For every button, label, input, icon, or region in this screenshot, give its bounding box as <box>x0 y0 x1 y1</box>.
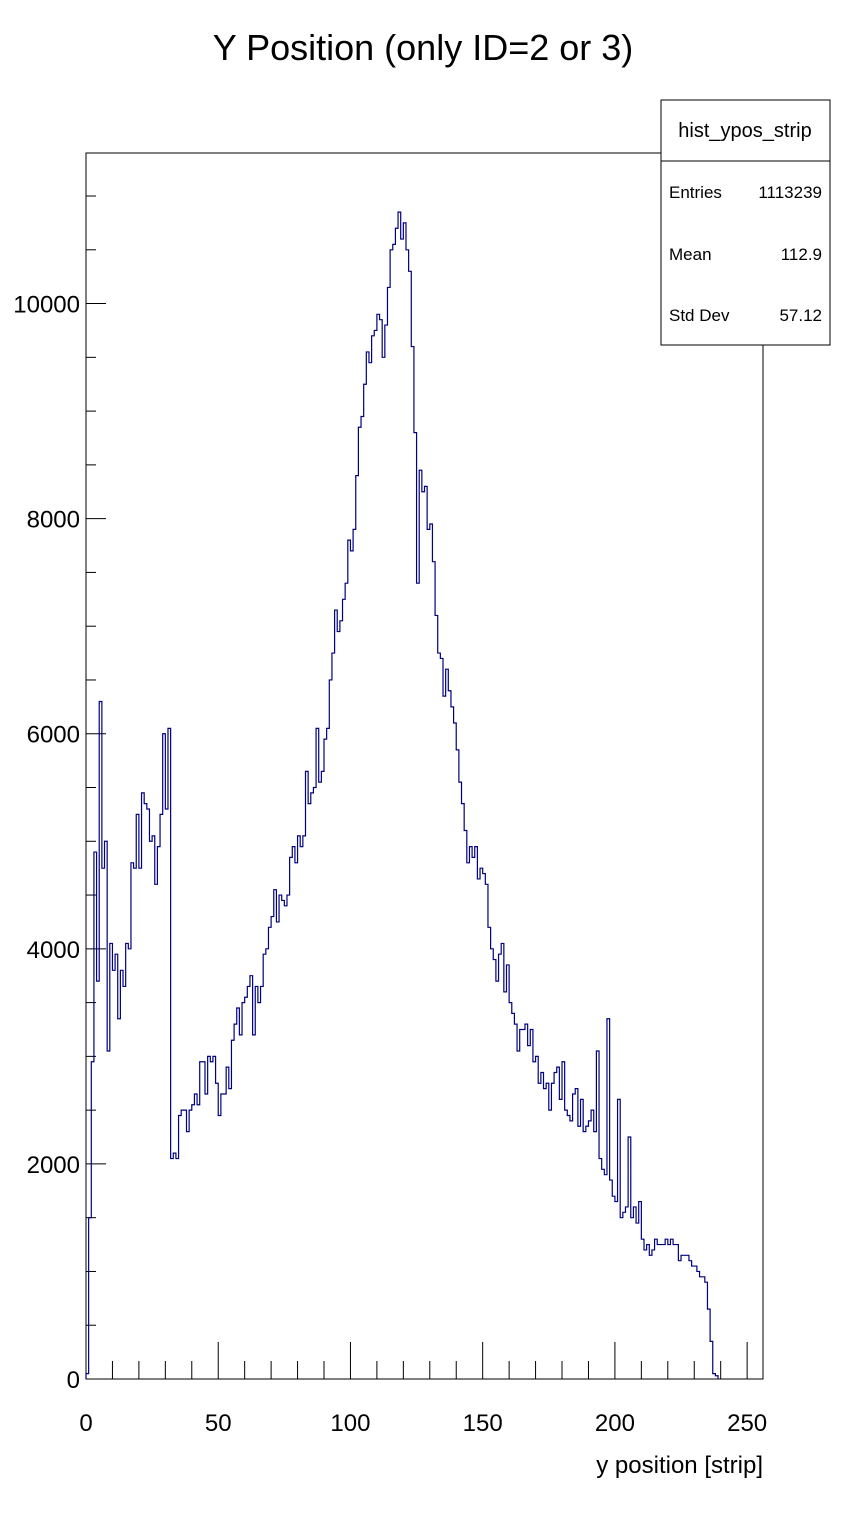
y-tick-label: 2000 <box>27 1152 80 1179</box>
stats-entries-value: 1113239 <box>758 183 822 202</box>
stats-entries-label: Entries <box>669 183 722 202</box>
x-tick-label: 100 <box>330 1410 370 1437</box>
histogram-line <box>85 211 719 1379</box>
y-tick-label: 4000 <box>27 937 80 964</box>
x-axis-title: y position [strip] <box>596 1452 763 1479</box>
y-tick-label: 8000 <box>27 507 80 534</box>
plot-frame <box>85 152 764 1380</box>
y-tick-label: 0 <box>67 1367 80 1394</box>
x-tick-label: 150 <box>463 1410 503 1437</box>
stats-stddev-value: 57.12 <box>779 306 822 325</box>
stats-box-border <box>660 99 831 346</box>
stats-stddev-label: Std Dev <box>669 306 730 325</box>
x-tick-label: 200 <box>595 1410 635 1437</box>
x-tick-label: 0 <box>79 1410 92 1437</box>
stats-box: hist_ypos_strip Entries 1113239 Mean 112… <box>660 99 831 346</box>
stats-histogram-name: hist_ypos_strip <box>678 120 811 142</box>
y-axis: 0 2000 4000 6000 8000 10000 <box>13 195 106 1394</box>
x-tick-label: 50 <box>205 1410 232 1437</box>
x-axis: 0 50 100 150 200 250 <box>79 1342 767 1437</box>
x-tick-label: 250 <box>727 1410 767 1437</box>
y-tick-label: 10000 <box>13 292 80 319</box>
stats-mean-label: Mean <box>669 245 712 264</box>
stats-mean-value: 112.9 <box>781 245 822 264</box>
y-tick-label: 6000 <box>27 722 80 749</box>
chart-title: Y Position (only ID=2 or 3) <box>213 27 634 68</box>
